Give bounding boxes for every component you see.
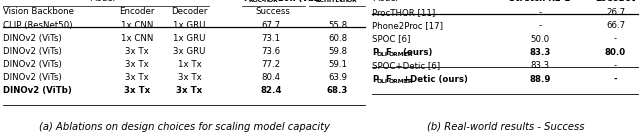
Text: 3x Tx: 3x Tx [176, 86, 202, 95]
Text: 59.8: 59.8 [328, 47, 347, 56]
Text: DINOv2 (ViTs): DINOv2 (ViTs) [3, 34, 62, 43]
Text: OLI: OLI [377, 79, 388, 84]
Text: 55.8: 55.8 [328, 21, 348, 29]
Text: 80.4: 80.4 [261, 73, 280, 82]
Text: 73.6: 73.6 [261, 47, 280, 56]
Text: Model: Model [89, 0, 115, 3]
Text: 88.9: 88.9 [529, 75, 550, 84]
Text: F: F [385, 75, 390, 84]
Text: ORMER: ORMER [388, 52, 413, 57]
Text: CLIP (ResNet50): CLIP (ResNet50) [3, 21, 73, 29]
Text: 3x Tx: 3x Tx [124, 86, 150, 95]
Text: DINOv2 (ViTs): DINOv2 (ViTs) [3, 47, 62, 56]
Text: 3x GRU: 3x GRU [173, 47, 205, 56]
Text: 68.3: 68.3 [327, 86, 348, 95]
Text: Phone2Proc [17]: Phone2Proc [17] [372, 21, 444, 30]
Text: 3x Tx: 3x Tx [125, 47, 149, 56]
Text: SPOC [6]: SPOC [6] [372, 35, 411, 44]
Text: ROC: ROC [248, 0, 262, 3]
Text: Vision Backbone: Vision Backbone [3, 7, 74, 16]
Text: 1x CNN: 1x CNN [121, 21, 153, 29]
Text: Success: Success [255, 7, 290, 16]
Text: P: P [372, 75, 379, 84]
Text: A: A [310, 0, 317, 3]
Text: Encoder: Encoder [119, 7, 155, 16]
Text: 77.2: 77.2 [261, 60, 280, 69]
Text: LoCoBot: LoCoBot [595, 0, 636, 3]
Text: (a) Ablations on design choices for scaling model capacity: (a) Ablations on design choices for scal… [38, 122, 330, 132]
Text: (ours): (ours) [401, 48, 433, 57]
Text: DINOv2 (ViTb): DINOv2 (ViTb) [3, 86, 72, 95]
Text: 1x CNN: 1x CNN [121, 34, 153, 43]
Text: 50.0: 50.0 [531, 35, 549, 44]
Text: RCHITEC: RCHITEC [316, 0, 344, 3]
Text: ProcTHOR [11]: ProcTHOR [11] [372, 8, 436, 17]
Text: Decoder: Decoder [172, 7, 207, 16]
Text: P: P [244, 0, 250, 3]
Text: 1x GRU: 1x GRU [173, 21, 205, 29]
Text: DINOv2 (ViTs): DINOv2 (ViTs) [3, 73, 62, 82]
Text: 26.7: 26.7 [606, 8, 625, 17]
Text: HOR: HOR [264, 0, 278, 3]
Text: OLI: OLI [377, 52, 388, 57]
Text: 1x GRU: 1x GRU [173, 34, 205, 43]
Text: -: - [614, 35, 617, 44]
Text: +Detic (ours): +Detic (ours) [401, 75, 468, 84]
Text: 3x Tx: 3x Tx [125, 60, 149, 69]
Text: DINOv2 (ViTs): DINOv2 (ViTs) [3, 60, 62, 69]
Text: 63.9: 63.9 [328, 73, 347, 82]
Text: T: T [260, 0, 266, 3]
Text: 83.3: 83.3 [531, 61, 549, 70]
Text: ORMER: ORMER [388, 79, 413, 84]
Text: 3x Tx: 3x Tx [125, 73, 149, 82]
Text: 1x Tx: 1x Tx [177, 60, 202, 69]
Text: SPOC+Detic [6]: SPOC+Detic [6] [372, 61, 440, 70]
Text: 83.3: 83.3 [529, 48, 550, 57]
Text: 82.4: 82.4 [260, 86, 282, 95]
Text: 3x Tx: 3x Tx [177, 73, 202, 82]
Text: HOR: HOR [342, 0, 356, 3]
Text: 73.1: 73.1 [261, 34, 280, 43]
Text: 66.7: 66.7 [606, 21, 625, 30]
Text: P: P [372, 48, 379, 57]
Text: 59.1: 59.1 [328, 60, 347, 69]
Text: Model: Model [372, 0, 399, 3]
Text: -: - [538, 8, 541, 17]
Text: 80.0: 80.0 [605, 48, 626, 57]
Text: 67.7: 67.7 [261, 21, 280, 29]
Text: -10k (val): -10k (val) [275, 0, 321, 3]
Text: Stretch RE-1: Stretch RE-1 [509, 0, 570, 3]
Text: -: - [614, 75, 618, 84]
Text: T: T [338, 0, 344, 3]
Text: -: - [538, 21, 541, 30]
Text: F: F [385, 48, 390, 57]
Text: (b) Real-world results - Success: (b) Real-world results - Success [426, 122, 584, 132]
Text: -: - [614, 61, 617, 70]
Text: 60.8: 60.8 [328, 34, 348, 43]
